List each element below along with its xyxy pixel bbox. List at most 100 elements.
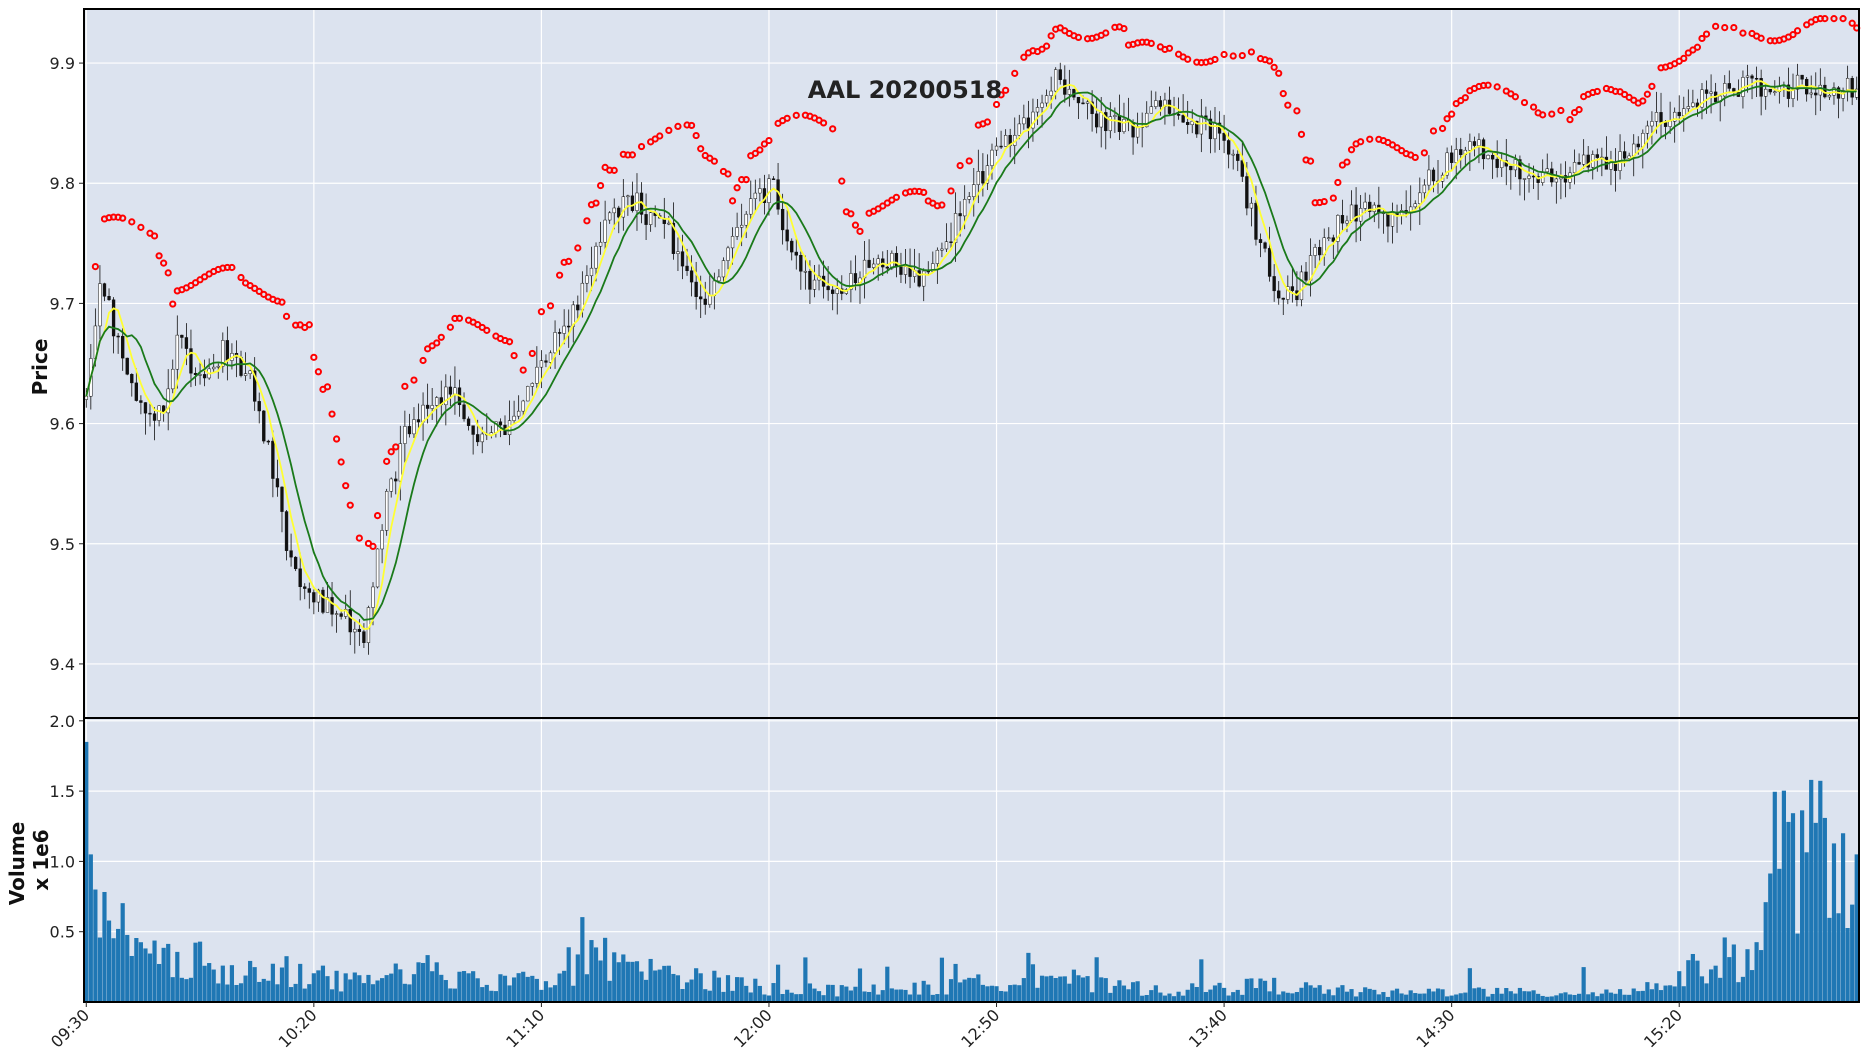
candle-body (1700, 89, 1704, 108)
volume-bar (507, 985, 512, 1002)
marker-point (228, 263, 236, 272)
marker-point (91, 263, 99, 271)
candle-body (972, 184, 976, 197)
candle-body (981, 171, 985, 184)
candle-body (1281, 297, 1285, 300)
volume-bar (1440, 989, 1445, 1002)
candle-body (1222, 133, 1226, 141)
volume-bar (953, 963, 958, 1002)
candle-body (785, 229, 789, 242)
marker-point (838, 177, 846, 185)
volume-bar (1212, 985, 1218, 1002)
volume-bar (420, 962, 426, 1002)
volume-bar (1854, 854, 1859, 1002)
candle-body (480, 433, 484, 443)
volume-bar (1422, 993, 1427, 1002)
volume-bar (771, 983, 776, 1002)
volume-bar (175, 951, 180, 1002)
marker-point (282, 312, 291, 320)
marker-point (332, 435, 341, 443)
candle-body (530, 383, 534, 387)
marker-point (1347, 146, 1356, 154)
candle-body (644, 214, 648, 225)
candle-body (1554, 178, 1559, 183)
candle-body (1827, 95, 1832, 98)
volume-bar (607, 980, 612, 1002)
volume-bar (885, 966, 890, 1002)
volume-bar (220, 965, 225, 1002)
candle-body (1413, 203, 1417, 208)
marker-point (556, 271, 564, 279)
volume-bar (1495, 987, 1500, 1002)
volume-bar (1545, 996, 1550, 1002)
candle-body (976, 171, 980, 185)
candle-body (1472, 141, 1477, 146)
volume-bar (1622, 994, 1627, 1002)
volume-bar (284, 956, 289, 1002)
candle-body (298, 568, 302, 587)
volume-bar (316, 970, 321, 1002)
volume-bar (680, 989, 685, 1002)
volume-bar (1085, 976, 1090, 1002)
candle-body (612, 207, 616, 214)
volume-bar (1454, 994, 1459, 1002)
volume-bar (689, 979, 694, 1002)
volume-bar (1813, 822, 1818, 1002)
volume-bar (998, 990, 1004, 1002)
marker-point (1357, 138, 1365, 146)
volume-bar (402, 983, 407, 1002)
candle-body (876, 258, 880, 265)
marker-point (697, 145, 705, 153)
candle-body (1108, 116, 1112, 132)
volume-bar (571, 985, 576, 1002)
candle-body (348, 609, 352, 633)
marker-point (137, 223, 145, 231)
candle-body (1786, 84, 1791, 99)
volume-bar (93, 889, 98, 1002)
candle-body (1022, 117, 1026, 125)
candle-body (1340, 215, 1345, 224)
volume-bar (1699, 976, 1705, 1002)
candle-body (262, 410, 266, 442)
candle-body (389, 478, 393, 492)
marker-point (997, 91, 1005, 99)
volume-bar (1203, 992, 1208, 1002)
candle-body (1031, 111, 1035, 129)
candle-body (1290, 286, 1295, 291)
candle-body (121, 335, 125, 359)
volume-bar (1836, 913, 1841, 1002)
candle-body (890, 252, 894, 269)
volume-bar (1404, 994, 1409, 1002)
volume-bar (1199, 959, 1204, 1002)
candle-body (212, 366, 216, 370)
volume-bar (1781, 790, 1786, 1002)
volume-bar (1126, 989, 1131, 1002)
volume-bar (1472, 988, 1477, 1002)
marker-point (1366, 135, 1374, 143)
marker-point (1520, 98, 1529, 107)
volume-bar (612, 952, 617, 1002)
marker-point (433, 339, 441, 347)
marker-point (1247, 48, 1256, 56)
volume-bar (1613, 993, 1618, 1002)
price-axis-label: Price (28, 339, 52, 396)
volume-bar (1235, 989, 1240, 1002)
candle-body (325, 597, 330, 613)
candle-body (225, 340, 230, 361)
candle-body (1058, 69, 1062, 80)
candle-body (1459, 149, 1463, 156)
volume-bar (1194, 986, 1199, 1002)
candle-body (1659, 112, 1663, 123)
candle-body (749, 198, 753, 215)
volume-bar (1522, 991, 1527, 1002)
volume-bar (976, 974, 981, 1002)
volume-bar (948, 979, 954, 1002)
candle-body (1067, 88, 1072, 95)
candle-body (1795, 74, 1800, 90)
volume-bar (1244, 978, 1249, 1002)
volume-bar (252, 967, 257, 1002)
candle-body (617, 207, 621, 218)
volume-bar (1153, 985, 1158, 1002)
volume-bar (512, 977, 517, 1002)
candle-body (84, 395, 88, 400)
